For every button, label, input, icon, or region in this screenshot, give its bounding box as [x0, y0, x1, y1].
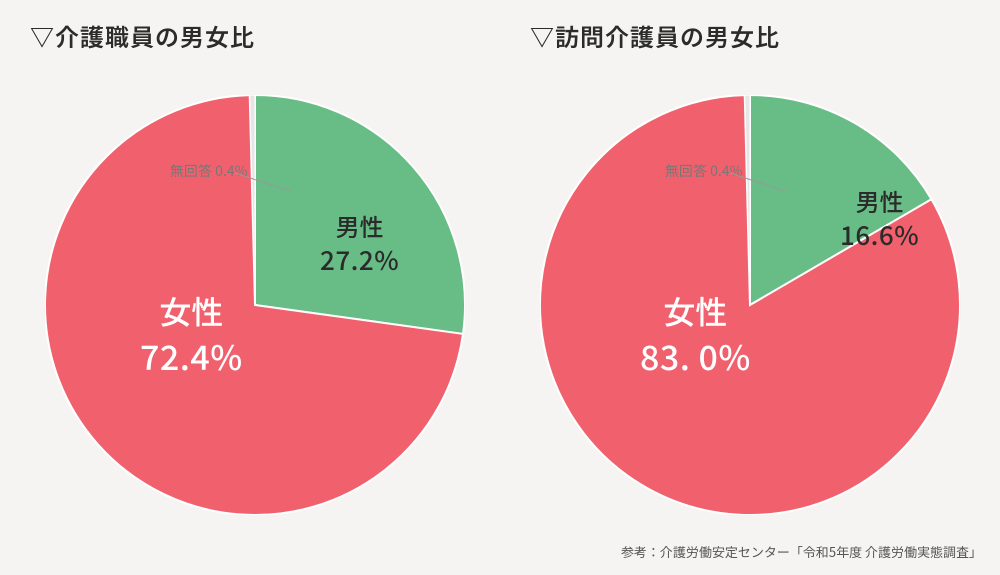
- pie-left: 男性27.2%女性72.4%無回答 0.4%: [45, 95, 465, 515]
- panel-right: ▽訪問介護員の男女比 男性16.6%女性83. 0%無回答 0.4%: [500, 0, 1000, 575]
- pie-right: 男性16.6%女性83. 0%無回答 0.4%: [540, 95, 960, 515]
- panel-left: ▽介護職員の男女比 男性27.2%女性72.4%無回答 0.4%: [0, 0, 500, 575]
- source-text: 参考：介護労働安定センター「令和5年度 介護労働実態調査」: [621, 542, 982, 561]
- noresp-label: 無回答 0.4%: [170, 161, 247, 181]
- title-left: ▽介護職員の男女比: [30, 18, 500, 53]
- title-right: ▽訪問介護員の男女比: [530, 18, 1000, 53]
- panels: ▽介護職員の男女比 男性27.2%女性72.4%無回答 0.4% ▽訪問介護員の…: [0, 0, 1000, 575]
- slice-male: [255, 95, 465, 334]
- noresp-label: 無回答 0.4%: [665, 161, 742, 181]
